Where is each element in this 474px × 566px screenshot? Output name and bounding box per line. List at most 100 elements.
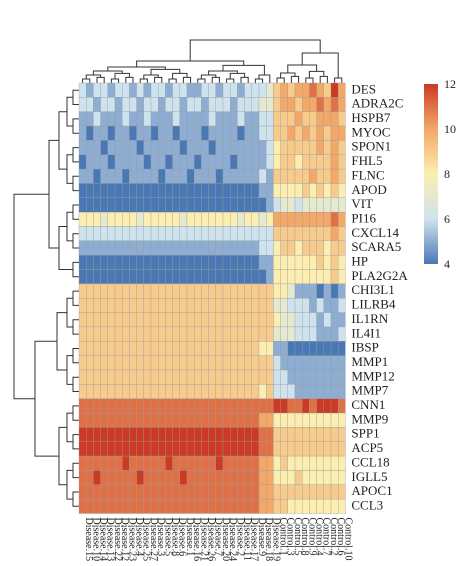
heatmap-cell (93, 183, 101, 198)
heatmap-cell (280, 312, 288, 328)
heatmap-cell (179, 398, 188, 414)
dendrogram-branch (72, 118, 79, 134)
heatmap-cell (237, 369, 245, 385)
heatmap-cell (86, 111, 94, 127)
heatmap-cell (93, 97, 101, 112)
heatmap-cell (86, 298, 94, 313)
dendrogram-branch (66, 297, 73, 328)
heatmap-cell (165, 498, 173, 514)
heatmap-cell (172, 298, 180, 313)
heatmap-cell (165, 255, 173, 270)
heatmap-cell (309, 398, 317, 414)
heatmap-cell (194, 269, 202, 285)
heatmap-cell (323, 283, 332, 299)
heatmap-cell (150, 498, 159, 514)
dendrogram-branch (58, 111, 67, 170)
heatmap-cell (143, 484, 152, 500)
heatmap-cell (330, 455, 339, 471)
gene-label: IGLL5 (351, 469, 387, 484)
heatmap-cell (244, 298, 252, 313)
heatmap-cell (86, 197, 94, 213)
heatmap-cell (150, 197, 159, 213)
sample-label: Disease.4 (134, 518, 145, 557)
gene-label: CXCL14 (351, 225, 399, 240)
heatmap-cell (294, 441, 303, 457)
heatmap-cell (186, 183, 195, 198)
heatmap-cell (330, 140, 339, 155)
heatmap-cell (338, 82, 346, 98)
sample-label: Disease.27 (148, 518, 159, 562)
heatmap-cell (122, 211, 130, 227)
heatmap-cell (107, 312, 116, 328)
heatmap-cell (287, 211, 296, 227)
heatmap-cell (230, 470, 238, 485)
heatmap-cell (258, 168, 267, 184)
gene-label: CCL3 (351, 498, 383, 513)
heatmap-cell (316, 154, 324, 170)
heatmap-cell (86, 427, 94, 442)
heatmap-cell (150, 211, 159, 227)
heatmap-cell (294, 125, 303, 141)
heatmap-cell (258, 398, 267, 414)
heatmap-cell (338, 384, 346, 399)
heatmap-cell (150, 341, 159, 356)
heatmap-cell (280, 441, 288, 457)
heatmap-cell (244, 312, 252, 328)
heatmap-cell (129, 369, 137, 385)
heatmap-cell (287, 140, 296, 155)
heatmap-cell (194, 82, 202, 98)
heatmap-cell (251, 197, 260, 213)
heatmap-cell (158, 240, 166, 256)
sample-label: Control.4 (314, 518, 325, 556)
heatmap-cell (330, 298, 339, 313)
heatmap-cell (294, 398, 303, 414)
heatmap-cell (78, 384, 87, 399)
heatmap-cell (273, 298, 281, 313)
heatmap-cell (136, 240, 144, 256)
heatmap-cell (122, 398, 130, 414)
heatmap-cell (129, 341, 137, 356)
heatmap-cell (143, 384, 152, 399)
heatmap-cell (150, 168, 159, 184)
heatmap-cell (143, 427, 152, 442)
heatmap-cell (86, 183, 94, 198)
heatmap-cell (266, 97, 274, 112)
heatmap-cell (309, 154, 317, 170)
gene-label: CNN1 (351, 397, 385, 412)
heatmap-cell (280, 255, 288, 270)
heatmap-cell (338, 240, 346, 256)
heatmap-cell (165, 326, 173, 342)
heatmap-cell (122, 183, 130, 198)
heatmap-cell (93, 470, 101, 485)
heatmap-cell (287, 283, 296, 299)
heatmap-cell (150, 154, 159, 170)
heatmap-cell (194, 183, 202, 198)
heatmap-cell (136, 384, 144, 399)
heatmap-cell (280, 125, 288, 141)
heatmap-cell (316, 441, 324, 457)
heatmap-cell (251, 283, 260, 299)
heatmap-cell (129, 398, 137, 414)
heatmap-cell (172, 369, 180, 385)
heatmap-cell (136, 168, 144, 184)
heatmap-cell (172, 355, 180, 371)
heatmap-cell (208, 298, 216, 313)
heatmap-cell (122, 226, 130, 242)
heatmap-cell (158, 168, 166, 184)
heatmap-cell (136, 369, 144, 385)
heatmap-cell (107, 498, 116, 514)
heatmap-cell (143, 183, 152, 198)
heatmap-cell (165, 312, 173, 328)
heatmap-cell (302, 111, 310, 127)
dendrogram-branch (229, 72, 246, 79)
heatmap-cell (280, 269, 288, 285)
heatmap-cell (258, 255, 267, 270)
heatmap-cell (150, 312, 159, 328)
gene-labels: DESADRA2CHSPB7MYOCSPON1FHL5FLNCAPODVITPI… (351, 81, 408, 512)
sample-label: Disease.2 (234, 518, 245, 557)
dendrogram-branch (72, 462, 79, 479)
heatmap-cell (179, 369, 188, 385)
heatmap-cell (215, 427, 224, 442)
heatmap-cell (78, 498, 87, 514)
heatmap-cell (266, 455, 274, 471)
